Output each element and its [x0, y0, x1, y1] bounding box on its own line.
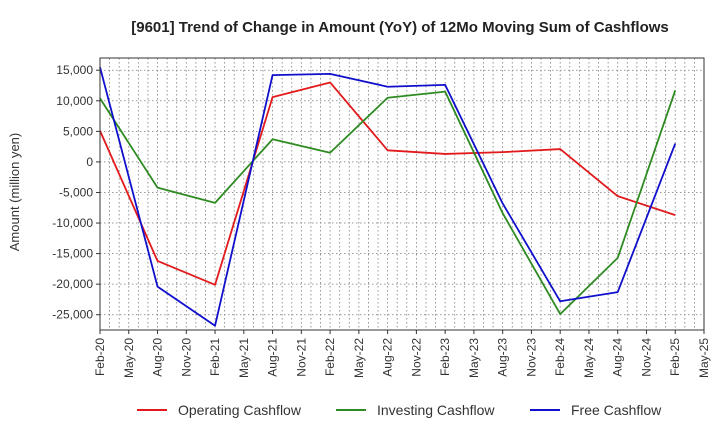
y-tick-label: -20,000 [52, 277, 93, 291]
plot-frame [99, 57, 705, 331]
y-tick-label: -5,000 [59, 185, 93, 199]
x-tick-label: Aug-23 [496, 338, 510, 377]
x-tick-label: Feb-23 [438, 338, 452, 376]
series-line-free-cashflow [99, 66, 677, 327]
legend-label: Operating Cashflow [178, 402, 302, 418]
x-tick-label: Feb-25 [668, 338, 682, 376]
legend-label: Free Cashflow [571, 402, 662, 418]
y-tick-label: 0 [86, 155, 93, 169]
y-tick-label: 15,000 [56, 63, 93, 77]
y-axis-ticks: 15,000 10,000 5,000 0 -5,000 -10,000 -15,000 -2… [52, 63, 100, 322]
x-tick-label: Aug-20 [151, 338, 165, 377]
x-tick-label: Nov-23 [524, 338, 538, 377]
legend-item-free-cashflow: Free Cashflow [530, 402, 662, 418]
x-tick-label: Feb-22 [323, 338, 337, 376]
legend-item-operating-cashflow: Operating Cashflow [137, 402, 302, 418]
y-tick-label: -15,000 [52, 247, 93, 261]
y-tick-label: -25,000 [52, 308, 93, 322]
x-axis-ticks: Feb-20 May-20 Aug-20 Nov-20 Feb-21 May-21 Aug-… [93, 330, 711, 378]
x-tick-label: May-25 [697, 338, 711, 378]
grid-layer [100, 58, 704, 330]
x-tick-label: Aug-22 [381, 338, 395, 377]
x-tick-label: May-21 [237, 338, 251, 378]
x-tick-label: May-22 [352, 338, 366, 378]
legend: Operating Cashflow Investing Cashflow Free… [137, 402, 662, 418]
x-tick-label: Nov-22 [409, 338, 423, 377]
y-axis-label: Amount (million yen) [7, 133, 22, 252]
y-tick-label: 5,000 [63, 124, 93, 138]
y-tick-label: 10,000 [56, 94, 93, 108]
x-tick-label: Nov-20 [179, 338, 193, 377]
x-tick-label: May-24 [582, 338, 596, 378]
x-tick-label: May-20 [122, 338, 136, 378]
y-tick-label: -10,000 [52, 216, 93, 230]
x-tick-label: Feb-24 [553, 338, 567, 376]
chart-title: [9601] Trend of Change in Amount (YoY) o… [131, 19, 669, 36]
x-tick-label: Feb-21 [208, 338, 222, 376]
legend-item-investing-cashflow: Investing Cashflow [336, 402, 495, 418]
series-layer [99, 66, 677, 327]
x-tick-label: Aug-21 [266, 338, 280, 377]
x-tick-label: May-23 [467, 338, 481, 378]
series-line-investing-cashflow [99, 90, 677, 316]
x-tick-label: Aug-24 [611, 338, 625, 377]
x-tick-label: Nov-24 [639, 338, 653, 377]
legend-label: Investing Cashflow [377, 402, 495, 418]
x-tick-label: Nov-21 [294, 338, 308, 377]
x-tick-label: Feb-20 [93, 338, 107, 376]
series-line-operating-cashflow [99, 81, 676, 286]
